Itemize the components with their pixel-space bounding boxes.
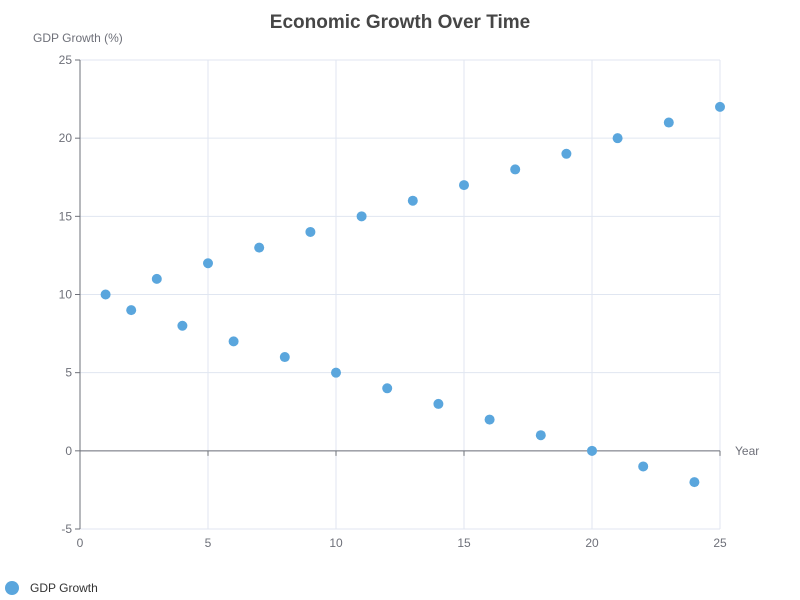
y-axis-label: GDP Growth (%) (33, 31, 123, 45)
y-tick-label: 15 (59, 209, 73, 223)
data-point (100, 289, 111, 300)
data-point (459, 180, 469, 191)
y-tick-label: 0 (65, 444, 72, 458)
axis-layer: -5 0 5 10 15 20 25 0 5 10 15 20 25 (59, 53, 727, 550)
data-point (689, 477, 700, 488)
data-point (151, 273, 162, 284)
data-point (228, 336, 239, 347)
x-tick-label: 0 (77, 536, 84, 550)
data-point (382, 383, 393, 394)
data-point (305, 226, 316, 237)
point-layer (100, 101, 725, 488)
x-tick-label: 15 (457, 536, 471, 550)
data-point (484, 414, 495, 425)
legend-label: GDP Growth (30, 581, 98, 595)
data-point (587, 445, 597, 456)
data-point (612, 133, 623, 144)
data-point (407, 195, 418, 206)
data-point (510, 164, 521, 175)
legend[interactable]: GDP Growth (5, 581, 98, 595)
x-axis-label: Year (735, 444, 759, 458)
data-point (663, 117, 674, 128)
y-tick-label: -5 (61, 522, 72, 536)
data-point (279, 352, 290, 363)
legend-marker (5, 581, 19, 595)
x-tick-label: 10 (329, 536, 343, 550)
data-point (254, 242, 265, 253)
y-tick-label: 25 (59, 53, 73, 67)
data-point (561, 148, 572, 159)
data-point (356, 211, 367, 222)
data-point (638, 461, 649, 472)
data-point (331, 367, 341, 378)
x-tick-label: 20 (585, 536, 599, 550)
chart-title: Economic Growth Over Time (270, 12, 530, 33)
data-point (433, 398, 444, 409)
data-point (535, 430, 546, 441)
x-tick-label: 25 (713, 536, 727, 550)
y-tick-label: 5 (65, 366, 72, 380)
data-point (126, 305, 137, 316)
data-point (177, 320, 188, 331)
data-point (203, 258, 213, 269)
data-point (715, 101, 725, 112)
y-tick-label: 20 (59, 131, 73, 145)
y-tick-label: 10 (59, 288, 73, 302)
grid-layer (79, 59, 721, 530)
x-tick-label: 5 (205, 536, 212, 550)
